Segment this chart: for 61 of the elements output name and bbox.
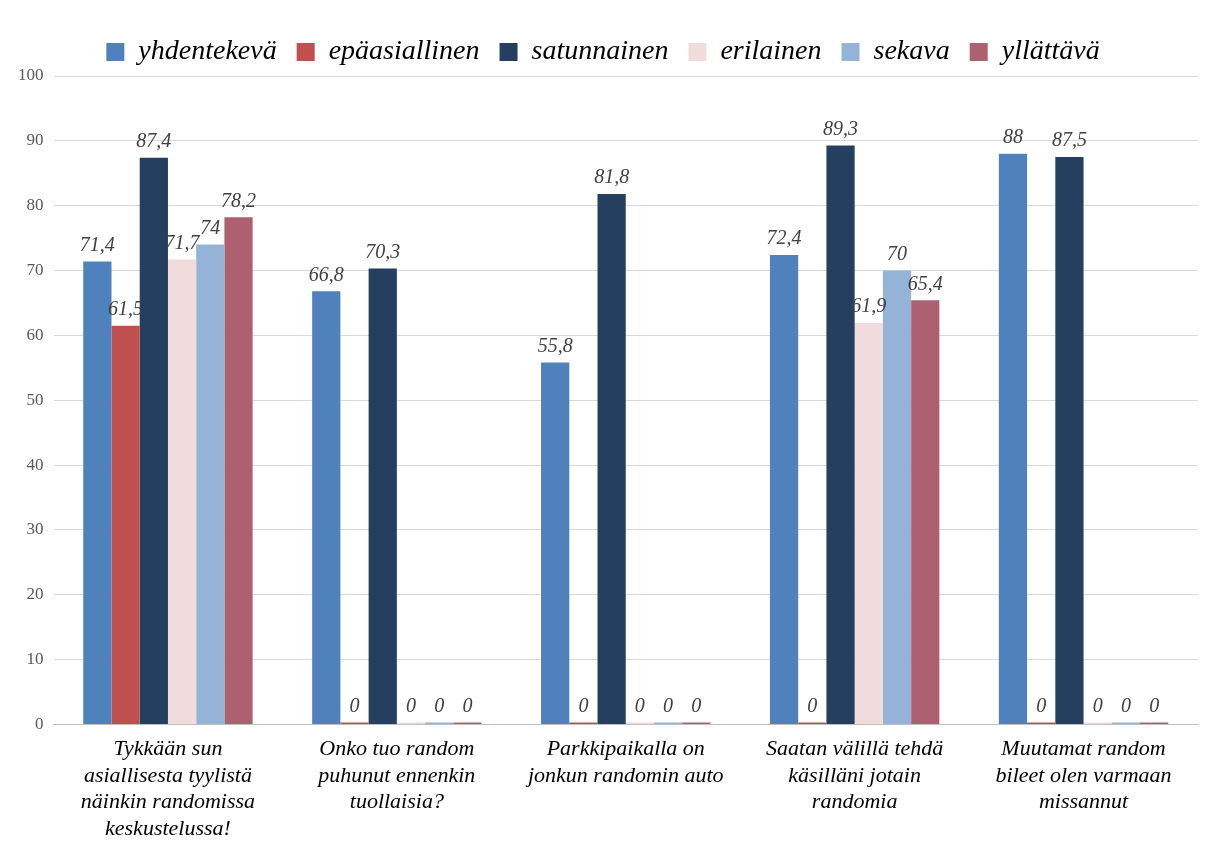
bar bbox=[911, 300, 940, 724]
data-label: 74 bbox=[200, 215, 221, 238]
bar bbox=[769, 254, 799, 724]
x-tick-label: Saatan välillä tehdä käsilläni jotain randomia bbox=[766, 735, 944, 814]
legend-label: yhdentekevä bbox=[135, 34, 277, 66]
y-tick-label: 80 bbox=[26, 195, 44, 215]
bar bbox=[597, 194, 626, 724]
data-label: 0 bbox=[434, 693, 445, 716]
y-tick-label: 70 bbox=[26, 259, 44, 279]
y-tick-label: 50 bbox=[26, 389, 44, 409]
data-label: 65,4 bbox=[907, 271, 943, 294]
data-label: 55,8 bbox=[537, 333, 573, 356]
data-label: 66,8 bbox=[308, 262, 344, 285]
data-label: 0 bbox=[1120, 693, 1131, 716]
legend-label: sekava bbox=[873, 34, 950, 66]
data-label: 0 bbox=[807, 693, 818, 716]
bar bbox=[541, 362, 570, 724]
data-label: 0 bbox=[405, 693, 416, 716]
data-label: 88 bbox=[1002, 125, 1023, 148]
data-label: 72,4 bbox=[766, 226, 802, 249]
y-tick-label: 100 bbox=[18, 65, 44, 85]
bar bbox=[368, 268, 397, 724]
data-label: 81,8 bbox=[594, 165, 630, 188]
data-label: 78,2 bbox=[221, 188, 257, 211]
y-tick-label: 40 bbox=[26, 454, 44, 474]
data-label: 0 bbox=[1149, 693, 1160, 716]
legend-label: satunnainen bbox=[531, 34, 669, 66]
legend-label: yllättävä bbox=[998, 34, 1100, 66]
bar bbox=[224, 217, 253, 724]
bar bbox=[998, 153, 1028, 724]
data-label: 0 bbox=[578, 693, 589, 716]
data-label: 89,3 bbox=[823, 116, 859, 139]
y-tick-label: 30 bbox=[26, 519, 44, 539]
bar bbox=[1055, 157, 1084, 724]
data-label: 70 bbox=[887, 241, 907, 264]
y-tick-label: 90 bbox=[26, 130, 44, 150]
x-tick-label: Muutamat random bileet olen varmaan missannut bbox=[995, 735, 1172, 814]
legend-label: epäasiallinen bbox=[328, 34, 480, 66]
data-label: 71,4 bbox=[79, 232, 115, 255]
bar bbox=[312, 291, 341, 724]
x-tick-label: Parkkipaikalla on jonkun randomin auto bbox=[524, 735, 724, 787]
bar bbox=[854, 323, 883, 724]
legend-label: erilainen bbox=[720, 34, 822, 66]
y-tick-label: 20 bbox=[26, 584, 44, 604]
y-tick-label: 10 bbox=[26, 649, 44, 669]
data-label: 0 bbox=[1092, 693, 1103, 716]
data-label: 0 bbox=[663, 693, 674, 716]
data-label: 0 bbox=[349, 693, 360, 716]
bar bbox=[111, 325, 140, 724]
y-tick-label: 0 bbox=[35, 713, 44, 733]
data-label: 0 bbox=[1036, 693, 1047, 716]
x-tick-label: Onko tuo random puhunut ennenkin tuollaisia? bbox=[316, 735, 476, 814]
y-tick-label: 60 bbox=[26, 324, 44, 344]
data-label: 87,5 bbox=[1051, 128, 1087, 151]
data-label: 87,4 bbox=[136, 128, 172, 151]
bar bbox=[167, 259, 197, 724]
data-label: 0 bbox=[462, 693, 473, 716]
x-tick-label: Tykkään sun asiallisesta tyylistä näinkin randomissa keskustelussa! bbox=[80, 735, 256, 840]
data-label: 0 bbox=[634, 693, 645, 716]
data-label: 0 bbox=[691, 693, 702, 716]
data-label: 70,3 bbox=[365, 239, 401, 262]
